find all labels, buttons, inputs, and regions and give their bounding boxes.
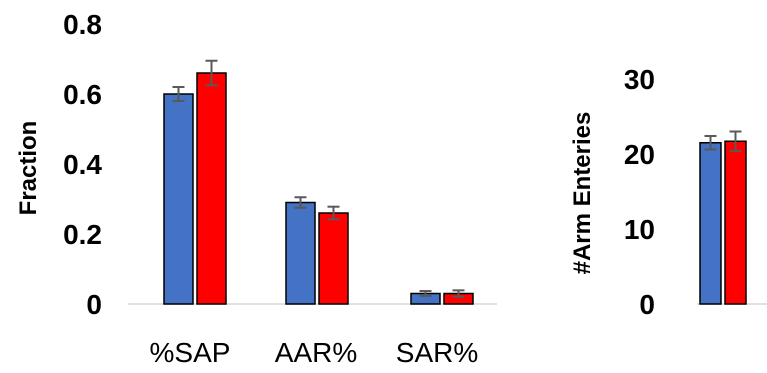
fraction-y-tick-0.6: 0.6 xyxy=(63,79,102,110)
arm-entries-bar-1-0 xyxy=(724,140,747,305)
category-label-sap: %SAP xyxy=(150,337,231,368)
fraction-bar-1-1 xyxy=(318,212,349,305)
fraction-y-tick-0.2: 0.2 xyxy=(63,219,102,250)
arm-entries-y-tick-0: 0 xyxy=(639,289,655,320)
fraction-y-tick-0.8: 0.8 xyxy=(63,9,102,40)
fraction-bar-0-0 xyxy=(163,93,194,305)
fraction-error-bar-0-1 xyxy=(294,196,307,209)
arm-entries-error-bar-1-0 xyxy=(729,130,742,152)
arm-entries-error-bar-0-0 xyxy=(704,135,717,151)
fraction-error-bar-1-1 xyxy=(327,205,340,221)
arm-entries-chart: #Arm Enteries 0 10 20 30 xyxy=(569,64,767,320)
arm-entries-bars xyxy=(699,130,747,305)
arm-entries-y-axis-label: #Arm Enteries xyxy=(569,112,596,275)
fraction-y-tick-0.4: 0.4 xyxy=(63,149,102,180)
fraction-error-bar-0-0 xyxy=(172,86,185,102)
arm-entries-y-tick-10: 10 xyxy=(624,214,655,245)
fraction-error-bar-1-0 xyxy=(205,59,218,87)
arm-entries-y-tick-30: 30 xyxy=(624,64,655,95)
arm-entries-bar-0-0 xyxy=(699,142,722,305)
fraction-error-bar-0-2 xyxy=(419,290,432,297)
fraction-chart: Fraction 0 0.2 0.4 0.6 0.8 %SAP AAR% SAR… xyxy=(15,9,497,368)
category-label-sar: SAR% xyxy=(396,337,478,368)
arm-entries-y-tick-20: 20 xyxy=(624,139,655,170)
fraction-bar-1-0 xyxy=(196,72,227,305)
fraction-y-axis-label: Fraction xyxy=(15,121,42,216)
category-label-aar: AAR% xyxy=(275,337,357,368)
fraction-bars xyxy=(163,59,474,305)
fraction-error-bar-1-2 xyxy=(452,289,465,298)
fraction-y-tick-0: 0 xyxy=(86,289,102,320)
fraction-bar-0-1 xyxy=(285,201,316,305)
